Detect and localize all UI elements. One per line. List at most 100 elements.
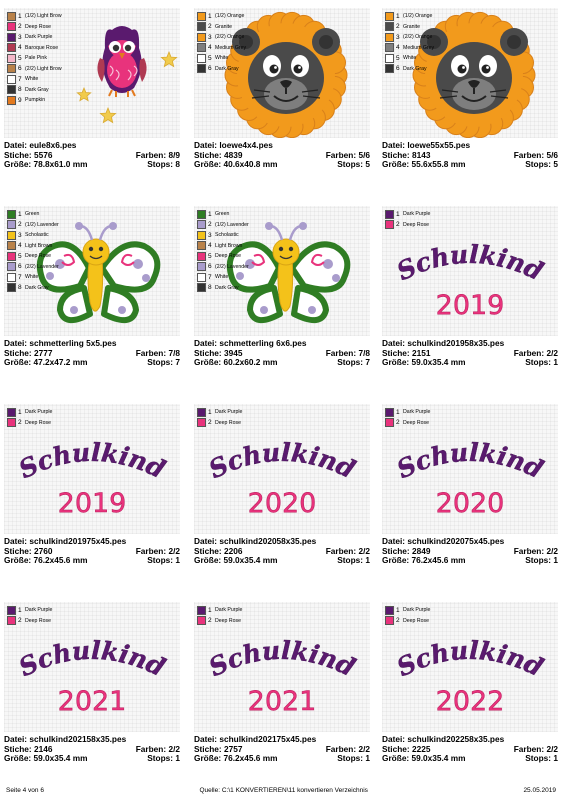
thread-number: 3 <box>208 33 212 41</box>
stitch-count: 2757 <box>223 743 243 754</box>
design-word: Schulkind <box>392 438 547 484</box>
thread-color-item: 2 Granite <box>197 22 246 33</box>
color-swatch <box>197 53 206 63</box>
size-line: Größe: 40.6x40.8 mm <box>194 159 278 169</box>
color-swatch <box>7 64 16 74</box>
thread-name: Dark Gray <box>215 65 239 72</box>
color-swatch <box>7 22 16 32</box>
thread-number: 3 <box>396 33 400 41</box>
thread-name: White <box>215 55 229 62</box>
file-line: Datei: schulkind202075x45.pes <box>382 536 505 546</box>
thread-color-item: 4 Baroque Rose <box>7 43 62 54</box>
thread-name: (2/2) Orange <box>215 34 245 41</box>
stops-line: Stops: 8 <box>147 159 180 169</box>
stops-line: Stops: 1 <box>525 357 558 367</box>
stop-count: 7 <box>365 357 370 367</box>
embroidery-preview: 1 (1/2) Orange 2 Granite 3 (2/2) Orange 4 Mediu… <box>382 8 558 138</box>
stitch-count: 2206 <box>223 545 243 556</box>
color-swatch <box>197 220 206 230</box>
design-year: 2021 <box>58 686 127 717</box>
file-name: schulkind201958x35.pes <box>407 338 505 348</box>
print-date: 25.05.2019 <box>523 787 556 794</box>
thread-name: Deep Rose <box>403 221 429 228</box>
stitch-count: 2151 <box>411 347 431 358</box>
thread-color-item: 2 Deep Rose <box>385 220 430 231</box>
color-line: Farben: 8/9 <box>135 149 180 160</box>
thread-color-item: 1 Green <box>197 209 249 220</box>
thread-number: 2 <box>396 419 400 427</box>
thread-color-item: 1 Dark Purple <box>197 407 242 418</box>
thread-name: Deep Rose <box>215 419 241 426</box>
color-line: Farben: 2/2 <box>513 545 558 556</box>
design-info: Datei: schulkind202075x45.pes Stiche: 284… <box>382 536 558 566</box>
thread-color-item: 8 Dark Gray <box>7 85 62 96</box>
thread-color-item: 5 White <box>385 53 434 64</box>
design-size: 40.6x40.8 mm <box>223 159 278 169</box>
lion-illustration <box>412 11 536 138</box>
design-size: 55.6x55.8 mm <box>411 159 466 169</box>
butterfly-illustration <box>226 222 351 323</box>
color-line: Farben: 5/6 <box>513 149 558 160</box>
color-swatch <box>385 22 394 32</box>
thread-number: 8 <box>18 284 22 292</box>
source-path: Quelle: C:\1 KONVERTIEREN\11 konvertiere… <box>199 787 368 794</box>
color-swatch <box>197 251 206 261</box>
file-name: schulkind202158x35.pes <box>29 734 127 744</box>
design-info: Datei: eule8x6.pes Stiche: 5576 Farben: 8/… <box>4 140 180 170</box>
thread-color-item: 6 Dark Gray <box>385 64 434 75</box>
stops-line: Stops: 7 <box>147 357 180 367</box>
thread-number: 3 <box>18 33 22 41</box>
color-swatch <box>7 272 16 282</box>
thread-color-legend: 1 Dark Purple 2 Deep Rose <box>7 407 52 428</box>
color-swatch <box>197 32 206 42</box>
embroidery-preview: Schulkind 2020 1 Dark Purple 2 Deep Rose <box>382 404 558 534</box>
thread-number: 6 <box>208 263 212 271</box>
thread-color-item: 5 Deep Rose <box>197 251 249 262</box>
stitch-count: 2760 <box>33 545 53 556</box>
stop-count: 7 <box>175 357 180 367</box>
design-word: Schulkind <box>204 636 359 682</box>
thread-number: 4 <box>208 242 212 250</box>
thread-color-legend: 1 (1/2) Orange 2 Granite 3 (2/2) Orange 4 Mediu… <box>385 11 434 74</box>
thread-color-item: 2 (1/2) Lavender <box>7 220 59 231</box>
size-line: Größe: 76.2x45.6 mm <box>4 555 88 565</box>
thread-name: White <box>403 55 417 62</box>
file-line: Datei: loewe55x55.pes <box>382 140 471 150</box>
thread-name: Dark Purple <box>403 607 431 614</box>
color-count: 8/9 <box>168 149 180 160</box>
stops-line: Stops: 7 <box>337 357 370 367</box>
design-info: Datei: schulkind201975x45.pes Stiche: 276… <box>4 536 180 566</box>
thread-name: Scholastic <box>25 232 49 239</box>
thread-number: 2 <box>208 221 212 229</box>
color-swatch <box>7 241 16 251</box>
file-name: schmetterling 6x6.pes <box>219 338 307 348</box>
thread-color-item: 5 Deep Rose <box>7 251 59 262</box>
color-swatch <box>7 11 16 21</box>
thread-number: 5 <box>396 54 400 62</box>
design-info: Datei: schulkind202058x35.pes Stiche: 220… <box>194 536 370 566</box>
stitch-line: Stiche: 2777 <box>4 347 53 358</box>
color-line: Farben: 2/2 <box>325 743 370 754</box>
color-swatch <box>197 283 206 293</box>
thread-number: 1 <box>208 210 212 218</box>
color-swatch <box>7 95 16 105</box>
color-count: 2/2 <box>546 347 558 358</box>
thread-number: 4 <box>18 44 22 52</box>
thread-color-item: 8 Dark Gray <box>197 283 249 294</box>
thread-number: 4 <box>18 242 22 250</box>
thread-number: 2 <box>396 617 400 625</box>
stop-count: 1 <box>175 753 180 763</box>
design-card: Schulkind 2019 1 Dark Purple 2 Deep Rose Datei… <box>382 206 558 368</box>
stops-line: Stops: 1 <box>525 753 558 763</box>
thread-name: (1/2) Orange <box>215 13 245 20</box>
stitch-line: Stiche: 8143 <box>382 149 431 160</box>
design-info: Datei: schulkind201958x35.pes Stiche: 215… <box>382 338 558 368</box>
thread-color-item: 1 Dark Purple <box>385 407 430 418</box>
color-count: 5/6 <box>358 149 370 160</box>
color-swatch <box>197 209 206 219</box>
thread-color-legend: 1 Dark Purple 2 Deep Rose <box>197 605 242 626</box>
embroidery-preview: Schulkind 2022 1 Dark Purple 2 Deep Rose <box>382 602 558 732</box>
thread-name: Dark Gray <box>403 65 427 72</box>
design-info: Datei: schmetterling 5x5.pes Stiche: 2777… <box>4 338 180 368</box>
design-card: Schulkind 2020 1 Dark Purple 2 Deep Rose Datei… <box>194 404 370 566</box>
